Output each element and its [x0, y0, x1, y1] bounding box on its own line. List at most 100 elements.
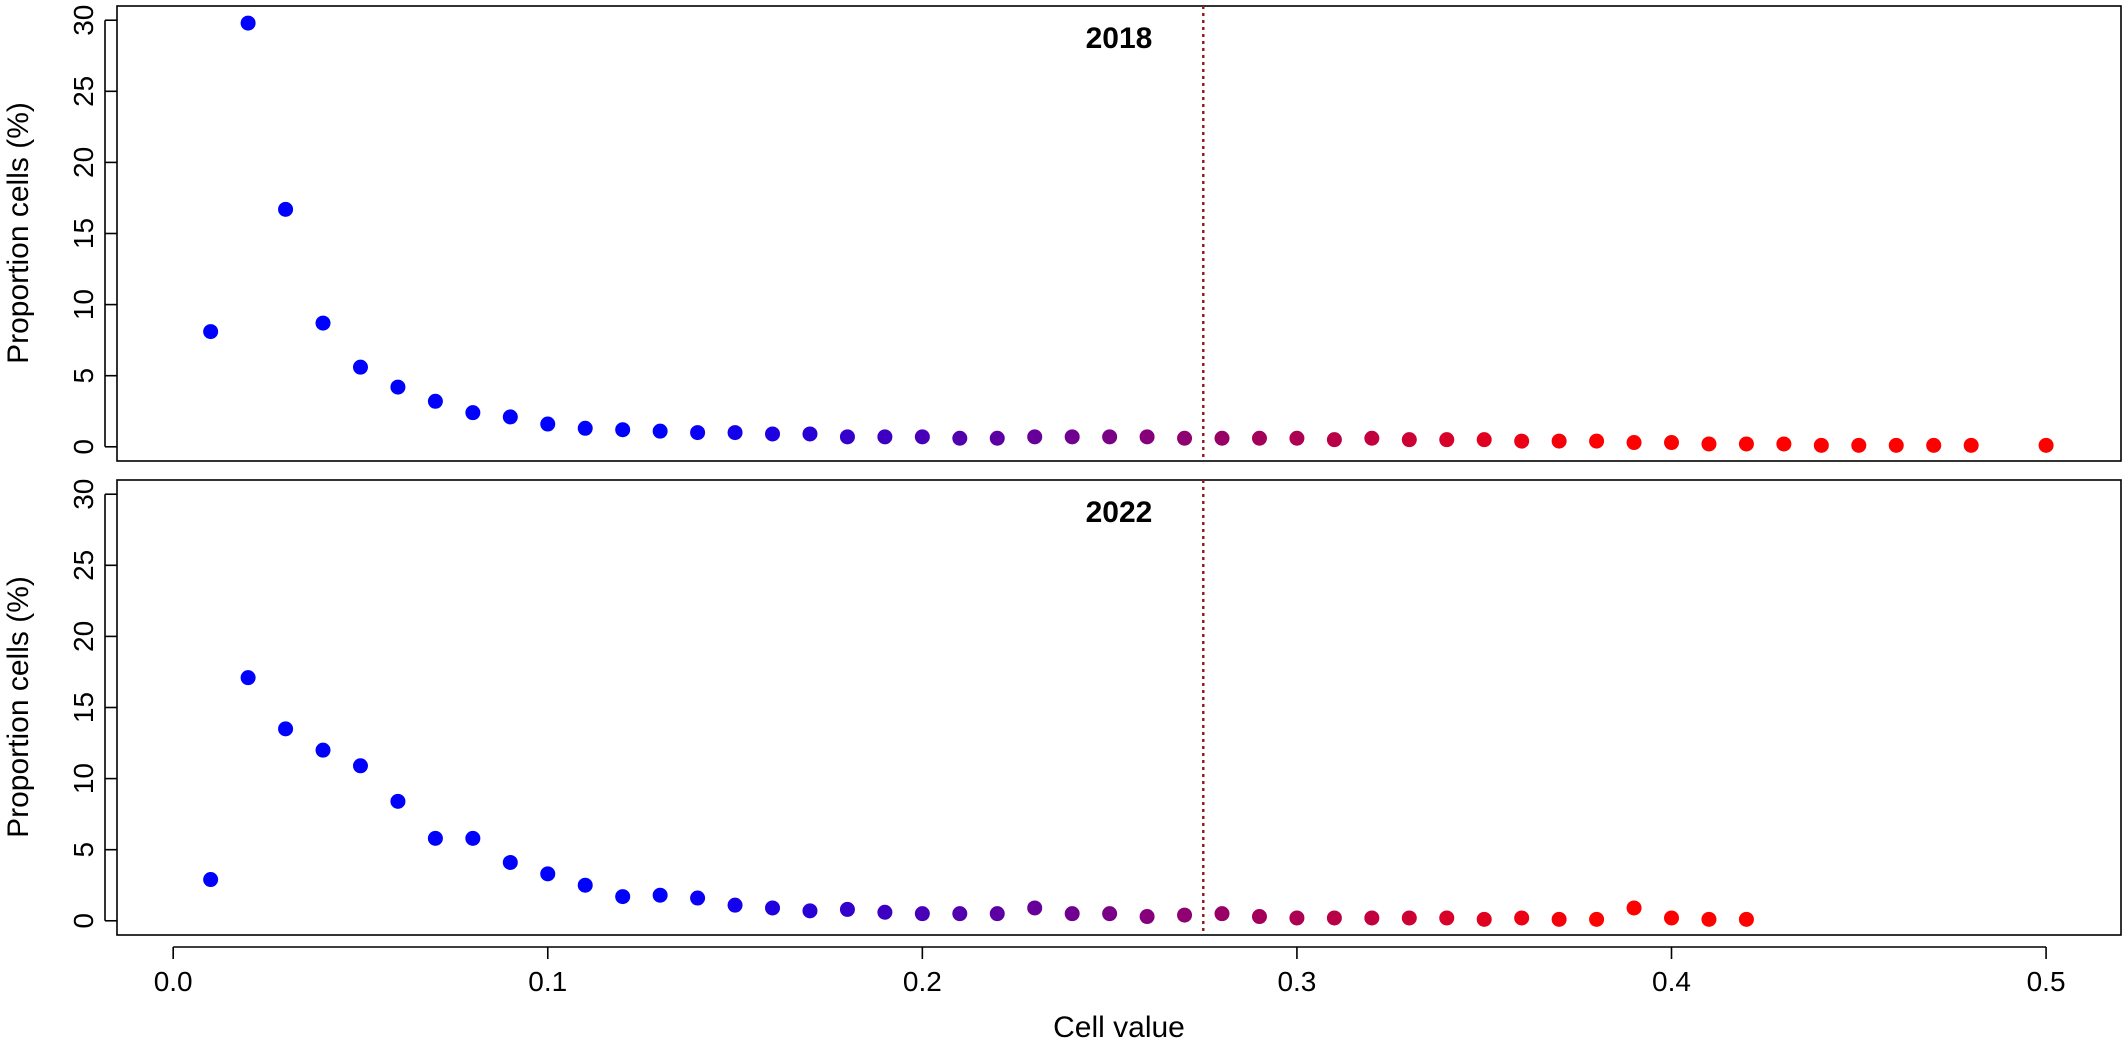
data-point [1926, 437, 1942, 453]
data-point [2038, 437, 2054, 453]
x-tick-label: 0.1 [528, 966, 567, 997]
data-point [1364, 430, 1380, 446]
data-point [577, 420, 593, 436]
data-point [1102, 906, 1118, 922]
data-point [1738, 911, 1754, 927]
y-axis-2022: 0 5 10 15 20 25 30 [68, 479, 117, 929]
data-point [203, 324, 219, 340]
data-point [1401, 432, 1417, 448]
data-point [989, 430, 1005, 446]
x-tick-label: 0.4 [1652, 966, 1691, 997]
data-point [877, 904, 893, 920]
data-point [1476, 432, 1492, 448]
data-point [1551, 911, 1567, 927]
data-point [615, 889, 631, 905]
data-point [1177, 430, 1193, 446]
data-point [802, 426, 818, 442]
data-point [502, 854, 518, 870]
data-point [427, 830, 443, 846]
data-point [652, 887, 668, 903]
x-tick-label: 0.5 [2027, 966, 2066, 997]
plot-frame-2018 [116, 5, 2122, 462]
data-point [1364, 910, 1380, 926]
data-point [1064, 906, 1080, 922]
panel-title-2018: 2018 [1086, 22, 1153, 55]
data-point [203, 872, 219, 888]
data-point [1589, 433, 1605, 449]
data-point [1439, 910, 1455, 926]
data-point [765, 426, 781, 442]
data-point [952, 906, 968, 922]
data-point [690, 890, 706, 906]
data-point [1326, 432, 1342, 448]
data-point [315, 742, 331, 758]
y-tick-label: 5 [68, 842, 99, 858]
data-point [540, 866, 556, 882]
data-point [1738, 436, 1754, 452]
data-point [352, 359, 368, 375]
data-point [1139, 429, 1155, 445]
y-tick-label: 10 [68, 763, 99, 794]
data-point [652, 423, 668, 439]
data-point [690, 425, 706, 441]
data-point [1064, 429, 1080, 445]
data-point [278, 201, 294, 217]
y-tick-label: 0 [68, 913, 99, 929]
data-point [914, 429, 930, 445]
data-point [315, 315, 331, 331]
y-tick-label: 5 [68, 368, 99, 384]
data-point [1214, 430, 1230, 446]
data-point [1177, 907, 1193, 923]
data-point [914, 906, 930, 922]
data-point [427, 393, 443, 409]
data-point [1214, 906, 1230, 922]
y-tick-label: 10 [68, 289, 99, 320]
y-tick-label: 0 [68, 439, 99, 455]
panel-2018: 2018 Proportion cells (%) 0 5 10 15 20 25 30 [2, 5, 2122, 462]
data-point [1701, 911, 1717, 927]
y-tick-label: 30 [68, 479, 99, 510]
y-tick-label: 15 [68, 692, 99, 723]
data-point [502, 409, 518, 425]
data-point [390, 379, 406, 395]
data-point [802, 903, 818, 919]
data-point [1027, 900, 1043, 916]
data-point [952, 430, 968, 446]
data-point [1701, 436, 1717, 452]
data-point [465, 830, 481, 846]
data-point [1664, 435, 1680, 451]
data-point [1326, 910, 1342, 926]
data-point [1139, 909, 1155, 925]
data-point [765, 900, 781, 916]
data-point [1776, 436, 1792, 452]
panel-title-2022: 2022 [1086, 496, 1153, 529]
data-point [839, 429, 855, 445]
points-2018 [203, 15, 2054, 453]
y-tick-label: 20 [68, 147, 99, 178]
data-point [1289, 910, 1305, 926]
data-point [1251, 430, 1267, 446]
data-point [1102, 429, 1118, 445]
y-tick-label: 25 [68, 550, 99, 581]
data-point [1963, 437, 1979, 453]
data-point [1439, 432, 1455, 448]
data-point [352, 758, 368, 774]
data-point [1401, 910, 1417, 926]
data-point [615, 422, 631, 438]
y-tick-label: 15 [68, 218, 99, 249]
data-point [1027, 429, 1043, 445]
data-point [465, 405, 481, 421]
x-tick-label: 0.0 [154, 966, 193, 997]
data-point [240, 670, 256, 686]
y-axis-label-2018: Proportion cells (%) [2, 102, 35, 364]
data-point [1551, 433, 1567, 449]
data-point [540, 416, 556, 432]
data-point [1664, 910, 1680, 926]
data-point [877, 429, 893, 445]
data-point [989, 906, 1005, 922]
y-tick-label: 25 [68, 76, 99, 107]
data-point [1589, 911, 1605, 927]
data-point [1626, 435, 1642, 451]
data-point [1514, 910, 1530, 926]
